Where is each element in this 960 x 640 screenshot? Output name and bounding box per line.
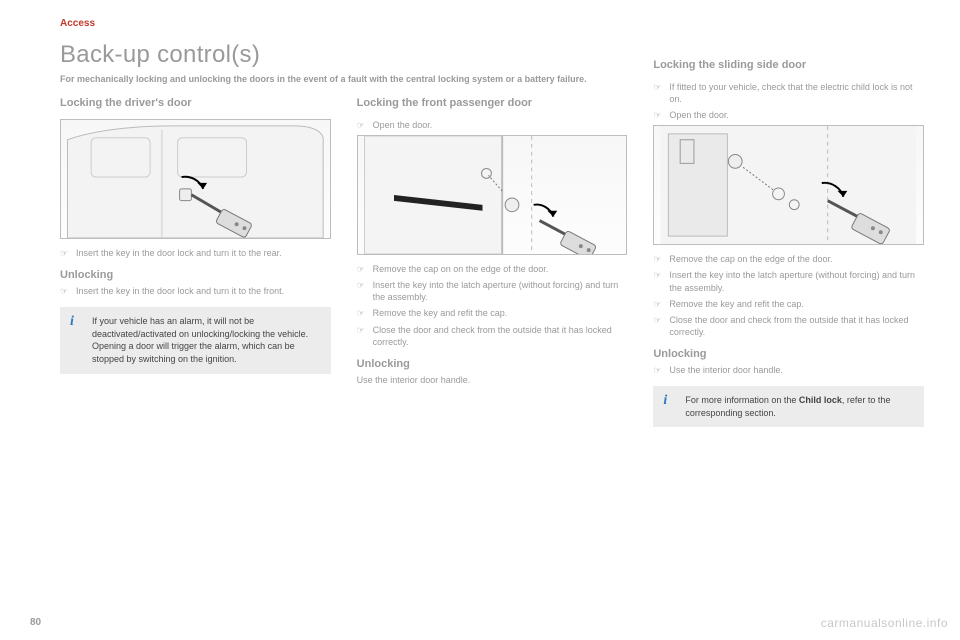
- bullet-text: If fitted to your vehicle, check that th…: [669, 81, 924, 105]
- breadcrumb: Access: [60, 18, 924, 29]
- info-icon: i: [663, 394, 677, 419]
- info-text: For more information on the Child lock, …: [685, 394, 914, 419]
- van-door-key-svg: [61, 120, 330, 238]
- pointer-icon: [653, 81, 663, 105]
- illustration-passenger-door: [357, 135, 628, 255]
- pointer-icon: [357, 119, 367, 131]
- door-edge-key-svg: [358, 136, 627, 254]
- pointer-icon: [357, 263, 367, 275]
- list-item: Insert the key in the door lock and turn…: [60, 285, 331, 297]
- heading-sliding-door: Locking the sliding side door: [653, 59, 924, 73]
- subhead-unlocking-2: Unlocking: [357, 358, 628, 370]
- sliding-door-key-svg: [654, 126, 923, 244]
- pointer-icon: [357, 279, 367, 303]
- pointer-icon: [653, 253, 663, 265]
- info-box-alarm: i If your vehicle has an alarm, it will …: [60, 307, 331, 373]
- bullet-text: Remove the cap on the edge of the door.: [669, 253, 832, 265]
- list-item: Use the interior door handle.: [653, 364, 924, 376]
- bullets-driver-lock: Insert the key in the door lock and turn…: [60, 247, 331, 259]
- bullets-sliding-unlock: Use the interior door handle.: [653, 364, 924, 376]
- list-item: Insert the key into the latch aperture (…: [357, 279, 628, 303]
- pointer-icon: [653, 298, 663, 310]
- page-number: 80: [30, 617, 41, 628]
- list-item: Insert the key into the latch aperture (…: [653, 269, 924, 293]
- pointer-icon: [60, 285, 70, 297]
- subhead-unlocking-3: Unlocking: [653, 348, 924, 360]
- pointer-icon: [653, 314, 663, 338]
- bullet-text: Remove the key and refit the cap.: [669, 298, 804, 310]
- bullet-text: Use the interior door handle.: [669, 364, 783, 376]
- column-driver-door: Locking the driver's door: [60, 93, 331, 427]
- pointer-icon: [357, 324, 367, 348]
- info-icon: i: [70, 315, 84, 365]
- illustration-sliding-door: [653, 125, 924, 245]
- bullet-text: Insert the key in the door lock and turn…: [76, 247, 282, 259]
- bullet-text: Close the door and check from the outsid…: [669, 314, 924, 338]
- bullets-sliding-pre: If fitted to your vehicle, check that th…: [653, 81, 924, 121]
- note-bold: Child lock: [799, 395, 842, 405]
- bullet-text: Remove the cap on on the edge of the doo…: [373, 263, 549, 275]
- bullet-text: Open the door.: [669, 109, 729, 121]
- list-item: Close the door and check from the outsid…: [357, 324, 628, 348]
- manual-page: Access Back-up control(s) For mechanical…: [0, 0, 960, 640]
- info-text: If your vehicle has an alarm, it will no…: [92, 315, 321, 365]
- list-item: Insert the key in the door lock and turn…: [60, 247, 331, 259]
- bullet-text: Insert the key into the latch aperture (…: [669, 269, 924, 293]
- subhead-unlocking-1: Unlocking: [60, 269, 331, 281]
- pointer-icon: [357, 307, 367, 319]
- illustration-driver-door: [60, 119, 331, 239]
- content-columns: Locking the driver's door: [60, 93, 924, 427]
- info-box-childlock: i For more information on the Child lock…: [653, 386, 924, 427]
- pointer-icon: [653, 269, 663, 293]
- list-item: Close the door and check from the outsid…: [653, 314, 924, 338]
- bullet-text: Insert the key in the door lock and turn…: [76, 285, 284, 297]
- bullet-text: Remove the key and refit the cap.: [373, 307, 508, 319]
- pointer-icon: [60, 247, 70, 259]
- list-item: Open the door.: [357, 119, 628, 131]
- heading-passenger-door: Locking the front passenger door: [357, 97, 628, 111]
- list-item: Remove the key and refit the cap.: [653, 298, 924, 310]
- watermark: carmanualsonline.info: [821, 616, 948, 630]
- list-item: Remove the key and refit the cap.: [357, 307, 628, 319]
- list-item: If fitted to your vehicle, check that th…: [653, 81, 924, 105]
- pointer-icon: [653, 364, 663, 376]
- column-sliding-door: Locking the sliding side door If fitted …: [653, 93, 924, 427]
- heading-driver-door: Locking the driver's door: [60, 97, 331, 111]
- bullets-passenger-open: Open the door.: [357, 119, 628, 131]
- list-item: Remove the cap on the edge of the door.: [653, 253, 924, 265]
- bullets-driver-unlock: Insert the key in the door lock and turn…: [60, 285, 331, 297]
- pointer-icon: [653, 109, 663, 121]
- bullet-text: Close the door and check from the outsid…: [373, 324, 628, 348]
- unlock-text-2: Use the interior door handle.: [357, 374, 628, 386]
- page-intro: For mechanically locking and unlocking t…: [60, 73, 600, 85]
- bullet-text: Open the door.: [373, 119, 433, 131]
- bullets-sliding-steps: Remove the cap on the edge of the door. …: [653, 253, 924, 338]
- column-passenger-door: Locking the front passenger door Open th…: [357, 93, 628, 427]
- list-item: Remove the cap on on the edge of the doo…: [357, 263, 628, 275]
- bullet-text: Insert the key into the latch aperture (…: [373, 279, 628, 303]
- bullets-passenger-steps: Remove the cap on on the edge of the doo…: [357, 263, 628, 348]
- list-item: Open the door.: [653, 109, 924, 121]
- note-prefix: For more information on the: [685, 395, 799, 405]
